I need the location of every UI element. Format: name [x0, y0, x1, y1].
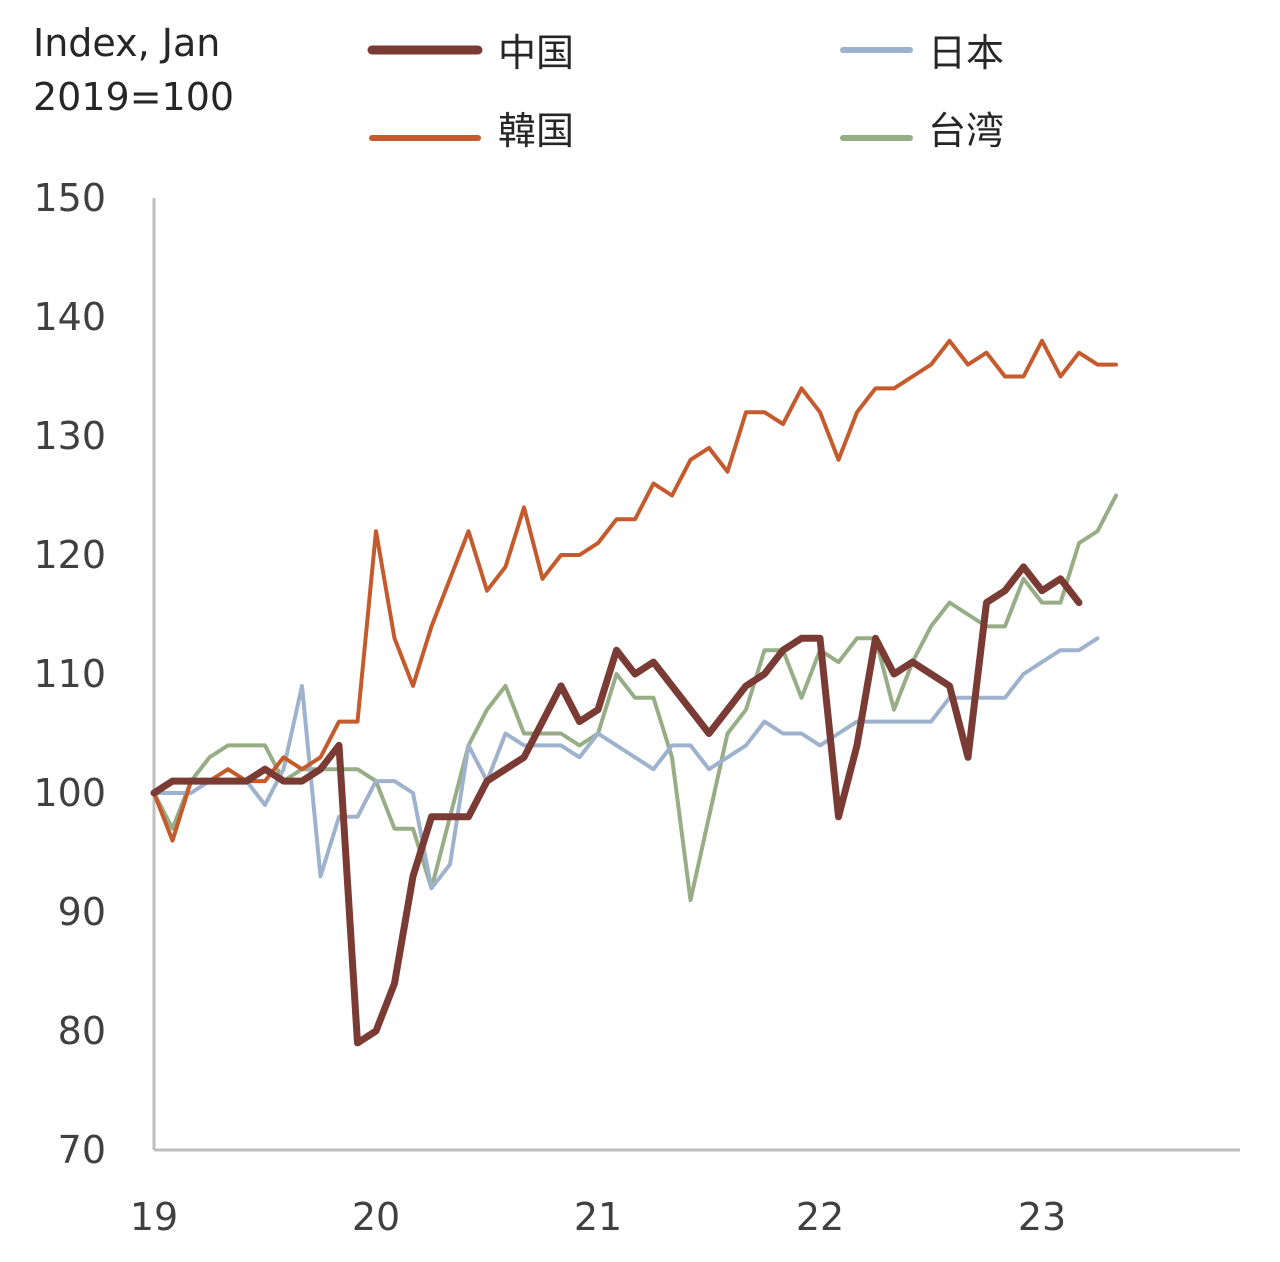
x-tick-labels: 19 20 21 22 23 [130, 1195, 1066, 1239]
y-tick-label: 80 [58, 1009, 106, 1053]
legend-label-china: 中国 [498, 31, 574, 75]
x-tick-label: 21 [574, 1195, 622, 1239]
x-tick-label: 23 [1018, 1195, 1066, 1239]
legend-item-china: 中国 [367, 31, 574, 75]
series-lines [150, 338, 1118, 1047]
legend-label-taiwan: 台湾 [928, 109, 1004, 153]
legend: 中国 日本 韓国 台湾 [367, 31, 1004, 153]
legend-item-japan: 日本 [840, 31, 1004, 75]
y-tick-label: 100 [33, 771, 106, 815]
x-tick-label: 19 [130, 1195, 178, 1239]
legend-item-korea: 韓国 [369, 109, 574, 153]
y-axis-title-line-1: Index, Jan [33, 21, 220, 65]
y-tick-label: 150 [33, 176, 106, 220]
y-tick-label: 110 [33, 652, 106, 696]
series-line-japan [152, 636, 1100, 891]
y-tick-labels: 70 80 90 100 110 120 130 140 150 [33, 176, 106, 1172]
legend-item-taiwan: 台湾 [840, 109, 1004, 153]
x-tick-label: 22 [796, 1195, 844, 1239]
y-tick-label: 140 [33, 295, 106, 339]
legend-label-korea: 韓国 [498, 109, 574, 153]
y-tick-label: 120 [33, 533, 106, 577]
y-tick-label: 130 [33, 414, 106, 458]
legend-label-japan: 日本 [928, 31, 1004, 75]
x-tick-label: 20 [352, 1195, 400, 1239]
series-line-china [150, 563, 1083, 1047]
y-tick-label: 90 [58, 890, 106, 934]
y-tick-label: 70 [58, 1128, 106, 1172]
y-axis-title-line-2: 2019=100 [33, 75, 234, 119]
series-line-korea [152, 338, 1118, 843]
